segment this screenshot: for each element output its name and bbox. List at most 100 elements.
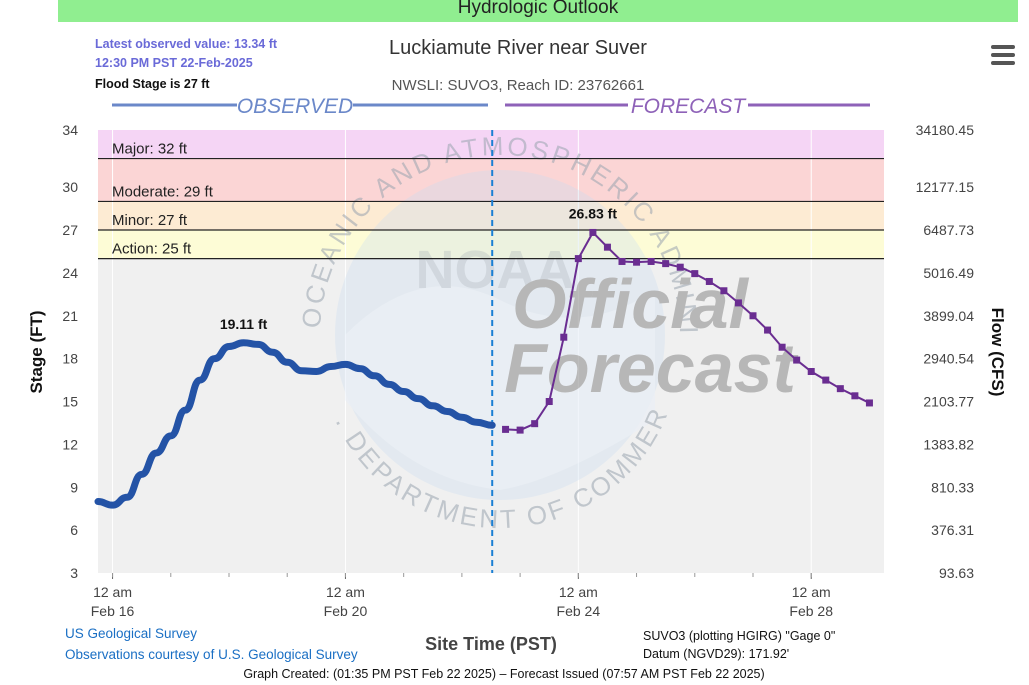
forecast-point-8 [618, 257, 626, 265]
forecast-point-23 [836, 385, 844, 393]
menu-icon-bar-2 [991, 53, 1015, 57]
x-axis-time: 12 am Feb 16 12 am Feb 20 12 am Feb 24 12 am Fe… [91, 573, 833, 619]
usgs-observations-link[interactable]: Observations courtesy of U.S. Geological… [65, 647, 358, 662]
threshold-label-3: Action: 25 ft [112, 241, 192, 258]
band-action [98, 230, 884, 259]
y2-tick-3: 1383.82 [923, 436, 974, 452]
forecast-point-14 [705, 277, 713, 285]
y2-axis-label: Flow (CFS) [988, 308, 1007, 397]
band-major [98, 130, 884, 159]
gage-info: SUVO3 (plotting HGIRG) "Gage 0" [643, 629, 835, 643]
menu-icon-bar-1 [991, 45, 1015, 49]
latest-observed-value: Latest observed value: 13.34 ft [95, 37, 278, 51]
y-tick-9: 9 [70, 479, 78, 495]
flood-threshold-lines: Major: 32 ft Moderate: 29 ft Minor: 27 ft A… [98, 141, 884, 260]
observed-label: OBSERVED [237, 95, 353, 118]
threshold-label-0: Major: 32 ft [112, 141, 188, 158]
forecast-point-1 [516, 426, 524, 434]
forecast-segment-label: FORECAST [505, 95, 870, 118]
forecast-point-5 [574, 255, 582, 263]
forecast-point-6 [589, 228, 597, 236]
x-tick-time-3: 12 am [792, 584, 831, 600]
y2-tick-9: 12177.15 [916, 179, 975, 195]
forecast-point-4 [560, 333, 568, 341]
forecast-label: FORECAST [631, 95, 748, 118]
y-tick-6: 6 [70, 522, 78, 538]
y-tick-27: 27 [62, 222, 78, 238]
watermark-wave [345, 286, 655, 490]
usgs-link[interactable]: US Geological Survey [65, 626, 197, 641]
forecast-point-12 [676, 263, 684, 271]
peak-labels: 19.11 ft 26.83 ft [220, 205, 618, 331]
y-axis-flow: 93.63 376.31 810.33 1383.82 2103.77 2940.54 38… [916, 122, 975, 581]
graph-created-note: Graph Created: (01:35 PM PST Feb 22 2025… [243, 667, 764, 681]
y-axis-stage: 3 6 9 12 15 18 21 24 27 30 34 [62, 122, 78, 581]
band-minor [98, 201, 884, 231]
forecast-point-9 [633, 258, 641, 266]
forecast-point-10 [647, 257, 655, 265]
y2-tick-7: 5016.49 [923, 265, 974, 281]
threshold-label-2: Minor: 27 ft [112, 212, 188, 229]
menu-icon-bar-3 [991, 61, 1015, 65]
forecast-point-19 [778, 343, 786, 351]
watermark-forecast: Forecast [504, 329, 798, 407]
threshold-label-1: Moderate: 29 ft [112, 183, 214, 200]
x-tick-time-1: 12 am [326, 584, 365, 600]
hydrologic-outlook-banner[interactable]: Hydrologic Outlook [58, 0, 1018, 22]
x-tick-time-0: 12 am [93, 584, 132, 600]
chart-menu-button[interactable] [988, 42, 1018, 68]
forecast-point-7 [603, 243, 611, 251]
x-tick-date-0: Feb 16 [91, 603, 135, 619]
gridlines [112, 130, 812, 573]
x-axis-label: Site Time (PST) [425, 634, 557, 654]
forecast-point-11 [662, 260, 670, 268]
forecast-point-20 [793, 356, 801, 364]
latest-observed-time: 12:30 PM PST 22-Feb-2025 [95, 56, 253, 70]
forecast-point-21 [807, 368, 815, 376]
y-axis-label: Stage (FT) [27, 310, 46, 393]
y2-tick-5: 2940.54 [923, 351, 974, 367]
series-lines [94, 228, 873, 509]
y-tick-3: 3 [70, 565, 78, 581]
observed-segment-label: OBSERVED [112, 95, 488, 118]
y-tick-18: 18 [62, 351, 78, 367]
y2-tick-0: 93.63 [939, 565, 974, 581]
datum-info: Datum (NGVD29): 171.92' [643, 647, 789, 661]
forecast-point-22 [822, 376, 830, 384]
y2-tick-8: 6487.73 [923, 222, 974, 238]
y2-tick-10: 34180.45 [916, 122, 975, 138]
forecast-point-18 [764, 326, 772, 334]
flood-stage-note: Flood Stage is 27 ft [95, 77, 210, 91]
y-tick-30: 30 [62, 179, 78, 195]
forecast-point-15 [720, 287, 728, 295]
forecast-point-25 [865, 399, 873, 407]
forecast-peak-label: 26.83 ft [569, 205, 618, 221]
forecast-point-13 [691, 270, 699, 278]
site-identifiers: NWSLI: SUVO3, Reach ID: 23762661 [392, 77, 645, 94]
y2-tick-4: 2103.77 [923, 394, 974, 410]
y2-tick-6: 3899.04 [923, 308, 974, 324]
forecast-point-3 [545, 398, 553, 406]
forecast-point-2 [531, 420, 539, 428]
x-tick-date-1: Feb 20 [324, 603, 368, 619]
flood-category-bands [98, 130, 884, 573]
forecast-point-0 [502, 425, 510, 433]
x-tick-date-2: Feb 24 [557, 603, 601, 619]
band-moderate [98, 158, 884, 202]
y2-tick-1: 376.31 [931, 522, 974, 538]
y-tick-12: 12 [62, 436, 78, 452]
y-tick-24: 24 [62, 265, 78, 281]
forecast-point-16 [734, 299, 742, 307]
watermark-logo: NOAA [416, 240, 575, 300]
y-tick-21: 21 [62, 308, 78, 324]
y-tick-34: 34 [62, 122, 78, 138]
x-tick-time-2: 12 am [559, 584, 598, 600]
observed-line [94, 339, 496, 509]
forecast-point-17 [749, 312, 757, 320]
chart-title: Luckiamute River near Suver [389, 37, 647, 59]
observed-peak-label: 19.11 ft [220, 316, 268, 332]
y-tick-15: 15 [62, 394, 78, 410]
y2-tick-2: 810.33 [931, 479, 974, 495]
forecast-point-24 [851, 392, 859, 400]
